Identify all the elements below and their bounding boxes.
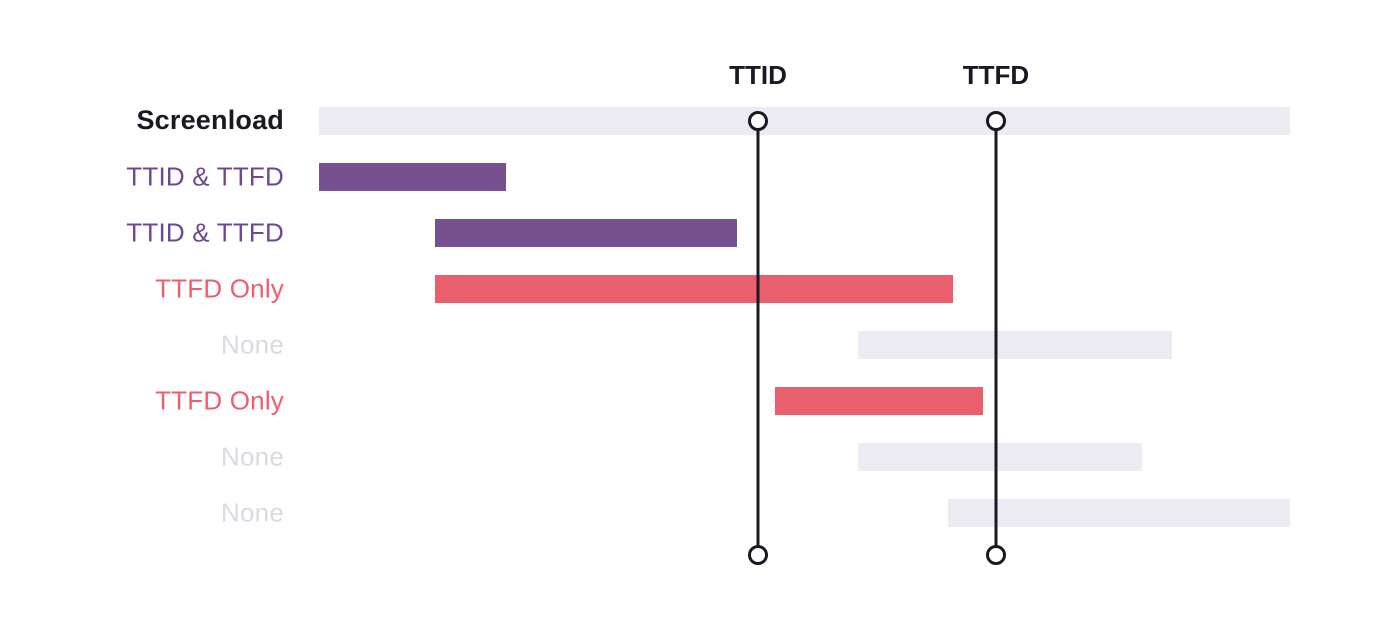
span-bar-2-both [319, 163, 506, 191]
chart-row-8: None [0, 499, 1400, 527]
span-bar-7-none [858, 443, 1142, 471]
ttid-marker-label: TTID [729, 60, 787, 90]
ttfd-marker-line [994, 121, 998, 555]
ttid-marker-bottom-circle [748, 545, 768, 565]
row-label-4: TTFD Only [155, 273, 284, 304]
chart-row-4: TTFD Only [0, 275, 1400, 303]
chart-row-1: Screenload [0, 104, 1400, 135]
span-bar-3-both [435, 219, 737, 247]
span-bar-6-ttfd [775, 387, 983, 415]
row-label-2: TTID & TTFD [126, 161, 284, 192]
ttfd-marker-label: TTFD [962, 60, 1030, 90]
row-label-8: None [221, 497, 284, 528]
row-label-7: None [221, 441, 284, 472]
ttfd-marker-bottom-circle [986, 545, 1006, 565]
span-bar-1-screenload [319, 107, 1290, 135]
chart-row-6: TTFD Only [0, 387, 1400, 415]
span-bar-5-none [858, 331, 1172, 359]
row-label-1: Screenload [136, 104, 284, 135]
row-label-6: TTFD Only [155, 385, 284, 416]
chart-row-2: TTID & TTFD [0, 163, 1400, 191]
ttid-marker-line [756, 121, 760, 555]
ttid-marker-top-circle [748, 111, 768, 131]
chart-row-5: None [0, 331, 1400, 359]
ttfd-marker-top-circle [986, 111, 1006, 131]
span-bar-4-ttfd [435, 275, 953, 303]
span-bar-8-none [948, 499, 1290, 527]
row-label-3: TTID & TTFD [126, 217, 284, 248]
chart-row-3: TTID & TTFD [0, 219, 1400, 247]
chart-row-7: None [0, 443, 1400, 471]
row-label-5: None [221, 329, 284, 360]
